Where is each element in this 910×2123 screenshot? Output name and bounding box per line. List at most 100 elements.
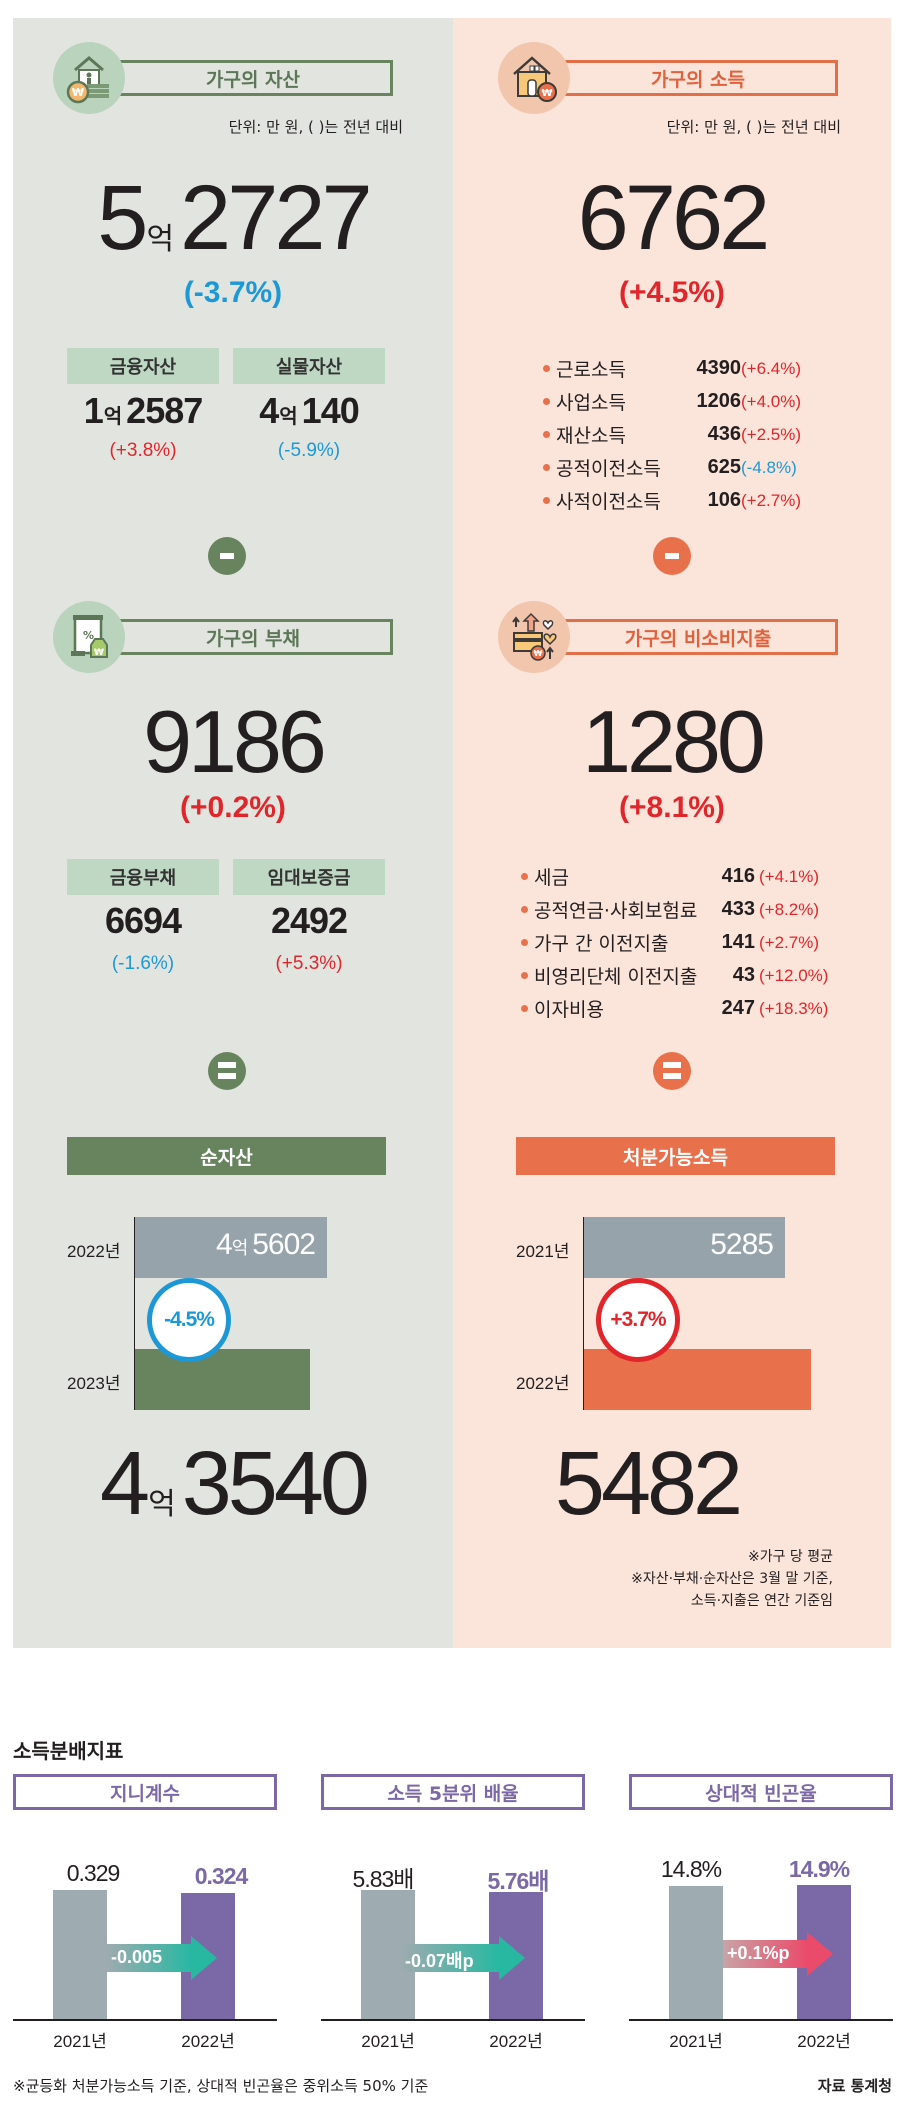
value-rest: 5602	[252, 1228, 316, 1261]
bullet-icon	[543, 497, 550, 504]
source-credit: 자료 통계청	[817, 2077, 892, 2095]
value-prefix: 1	[83, 390, 104, 431]
financial-assets-change: (+3.8%)	[109, 440, 177, 461]
item-value: 141	[721, 931, 755, 953]
value-rest: 3540	[181, 1434, 370, 1534]
gini-change: -0.005	[111, 1947, 163, 1967]
axis-baseline	[321, 2019, 585, 2021]
notes: ※가구 당 평균 ※자산·부채·순자산은 3월 말 기준, 소득·지출은 연간 …	[631, 1546, 833, 1612]
bullet-icon	[543, 464, 550, 471]
quintile-ratio-change: -0.07배p	[405, 1951, 474, 1971]
gini-value-2021: 0.329	[66, 1860, 121, 1886]
item-label: 근로소득	[556, 359, 626, 381]
net-assets-bar-2022: 4억 5602	[135, 1217, 327, 1278]
income-total: 6762	[577, 167, 771, 269]
disposable-income-bar-2021: 5285	[584, 1217, 785, 1278]
item-change: (+2.7%)	[741, 490, 801, 510]
svg-text:₩: ₩	[534, 649, 543, 658]
lease-deposit-tag: 임대보증금	[233, 859, 385, 895]
svg-text:₩: ₩	[541, 88, 552, 99]
minus-operator-icon	[208, 537, 246, 575]
list-item: 비영리단체 이전지출 43 (+12.0%)	[521, 959, 841, 992]
list-item: 세금 416 (+4.1%)	[521, 860, 841, 893]
list-item: 공적연금·사회보험료 433 (+8.2%)	[521, 893, 841, 926]
assets-header: 가구의 자산 ₩	[53, 42, 393, 114]
quintile-ratio-chart: 소득 5분위 배율 5.83배 5.76배 -0.07배p 2021년 2022…	[321, 1774, 585, 2051]
relative-poverty-value-2021: 14.8%	[660, 1856, 722, 1882]
item-label: 사업소득	[556, 392, 626, 414]
assets-total: 5억2727	[13, 168, 453, 290]
eok-unit: 억	[231, 1238, 249, 1258]
house-money-icon: ₩	[498, 42, 570, 114]
item-value: 247	[721, 997, 755, 1019]
relative-poverty-change-arrow: +0.1%p	[723, 1932, 833, 1976]
equals-operator-icon	[208, 1052, 246, 1090]
item-value: 1206	[696, 390, 742, 412]
non-consumption-change: (+8.1%)	[619, 791, 725, 824]
axis-baseline	[13, 2019, 277, 2021]
bullet-icon	[521, 972, 528, 979]
disposable-income-change-badge: +3.7%	[596, 1278, 680, 1362]
bullet-icon	[521, 906, 528, 913]
item-change: (+6.4%)	[741, 358, 801, 378]
net-assets-year-2: 2023년	[67, 1374, 121, 1393]
value-prefix: 4	[259, 390, 279, 431]
financial-assets-value: 1억 2587	[53, 390, 233, 432]
assets-title: 가구의 자산	[113, 60, 393, 96]
value-rest: 140	[301, 390, 360, 431]
gini-title: 지니계수	[13, 1774, 277, 1810]
non-consumption-total: 1280	[582, 692, 766, 791]
net-assets-bar-label: 4억 5602	[216, 1228, 316, 1262]
debt-change: (+0.2%)	[180, 791, 286, 824]
card-transfer-icon: ₩	[498, 601, 570, 673]
list-item: 사업소득 1206 (+4.0%)	[543, 385, 823, 418]
lease-deposit-value: 2492	[270, 900, 348, 941]
net-assets-bar-2023	[135, 1349, 310, 1410]
item-value: 106	[707, 489, 741, 511]
item-value: 433	[721, 898, 755, 920]
loan-document-icon: % ₩	[53, 601, 125, 673]
value-prefix: 4	[216, 1228, 233, 1261]
item-label: 비영리단체 이전지출	[534, 966, 698, 988]
disposable-income-total: 5482	[554, 1434, 743, 1534]
net-assets-change-badge: -4.5%	[147, 1278, 231, 1362]
income-title: 가구의 소득	[558, 60, 838, 96]
axis-baseline	[629, 2019, 893, 2021]
eok-unit: 억	[146, 223, 175, 256]
item-value: 43	[732, 964, 755, 986]
net-assets-total: 4억3540	[13, 1436, 453, 1553]
income-change: (+4.5%)	[619, 276, 725, 309]
quintile-ratio-value-2022: 5.76배	[487, 1868, 550, 1894]
value-prefix: 4	[100, 1434, 150, 1534]
note-line: ※가구 당 평균	[747, 1549, 833, 1565]
financial-debt-value: 6694	[104, 900, 182, 941]
distribution-title: 소득분배지표	[13, 1739, 124, 1763]
real-assets-change: (-5.9%)	[277, 440, 341, 461]
house-coins-icon: ₩	[53, 42, 125, 114]
unit-note: 단위: 만 원, ( )는 전년 대비	[228, 118, 403, 136]
debt-title: 가구의 부채	[113, 619, 393, 655]
financial-assets-tag: 금융자산	[67, 348, 219, 384]
relative-poverty-chart: 상대적 빈곤율 14.8% 14.9% +0.1%p 2021년 2022년	[629, 1774, 893, 2051]
lease-deposit-change: (+5.3%)	[275, 953, 343, 974]
financial-debt-change: (-1.6%)	[111, 953, 175, 974]
minus-operator-icon	[653, 537, 691, 575]
relative-poverty-bar-2021	[669, 1886, 723, 2019]
assets-debt-panel: 가구의 자산 ₩ 단위: 만 원, ( )는 전년 대비 5억2727 (-3.…	[13, 18, 453, 1648]
note-line: 소득·지출은 연간 기준임	[690, 1593, 833, 1609]
item-label: 공적이전소득	[556, 458, 661, 480]
net-assets-title: 순자산	[67, 1137, 386, 1175]
quintile-ratio-title: 소득 5분위 배율	[321, 1774, 585, 1810]
item-value: 436	[707, 423, 741, 445]
item-change: (+2.5%)	[741, 424, 801, 444]
distribution-footnote: ※균등화 처분가능소득 기준, 상대적 빈곤율은 중위소득 50% 기준	[13, 2077, 429, 2095]
eok-unit: 억	[148, 1488, 176, 1521]
financial-debt-tag: 금융부채	[67, 859, 219, 895]
debt-total: 9186	[143, 692, 327, 791]
real-assets-tag: 실물자산	[233, 348, 385, 384]
item-change: (-4.8%)	[741, 457, 797, 477]
non-consumption-header: 가구의 비소비지출 ₩	[498, 601, 838, 673]
item-change: (+2.7%)	[759, 932, 819, 952]
relative-poverty-change: +0.1%p	[727, 1943, 790, 1963]
relative-poverty-year-1: 2021년	[669, 2032, 723, 2051]
